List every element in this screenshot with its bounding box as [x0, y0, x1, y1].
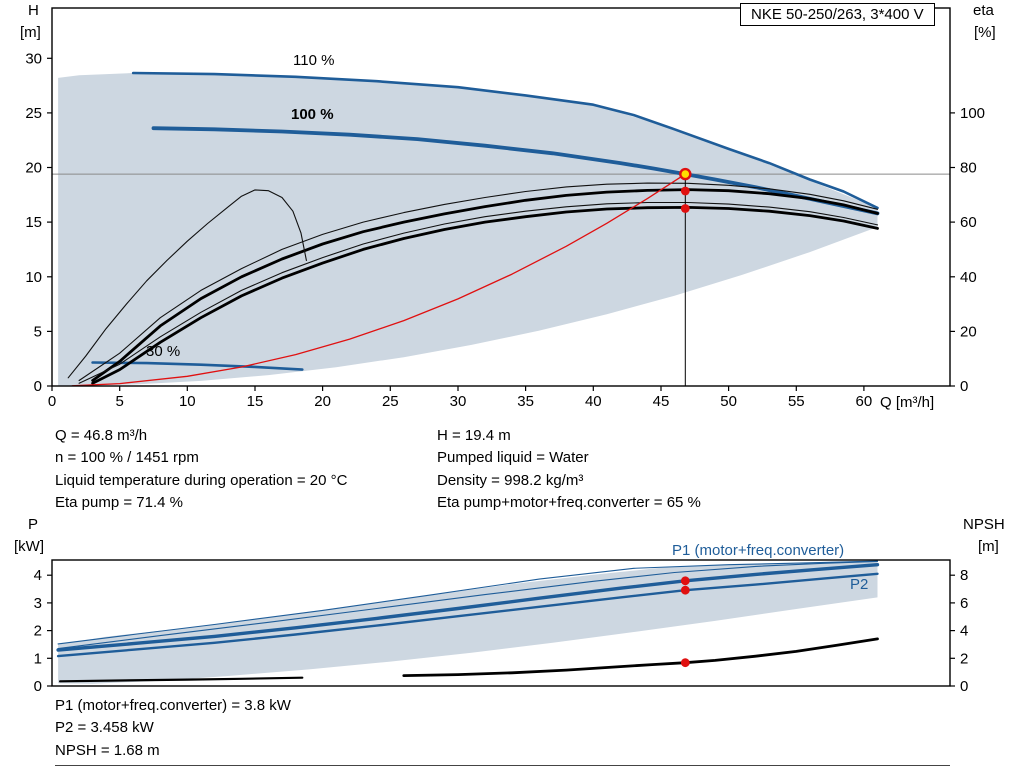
info-p2: P2 = 3.458 kW [55, 719, 154, 737]
y-axis-unit-m: [m] [20, 24, 41, 41]
y-tick-right-label: 4 [960, 623, 968, 640]
y-tick-left-label: 20 [25, 160, 42, 177]
info-head: H = 19.4 m [437, 427, 511, 444]
curve-p1-envelope-upper [57, 560, 879, 645]
y-tick-right-label: 6 [960, 595, 968, 612]
operating-envelope [58, 73, 878, 386]
y-tick-right-label: 100 [960, 105, 985, 122]
info-flow: Q = 46.8 m³/h [55, 427, 148, 444]
curve-eta-reduced-speed-arc [67, 189, 307, 379]
curve-eta-pump [91, 188, 879, 382]
y-tick-left-label: 30 [25, 50, 42, 67]
y-tick-left-label: 1 [34, 650, 42, 667]
curve-p-low-speed [59, 676, 304, 683]
curve-eta-envelope-lower [78, 201, 879, 384]
curve-p2 [56, 572, 879, 658]
operating-value-marker [680, 585, 690, 595]
y-axis-label-h: H [28, 2, 39, 19]
x-tick-label: 20 [314, 393, 331, 410]
power-npsh-chart: 0 1 2 3 4 0 2 4 6 8 [34, 559, 968, 695]
y-tick-right-label: 80 [960, 160, 977, 177]
duty-info-column-1: Q = 46.8 m³/h n = 100 % / 1451 rpm Liqui… [55, 425, 347, 514]
y-tick-left-label: 3 [34, 595, 42, 612]
curve-speed-110-pct [131, 71, 879, 210]
x-tick-label: 0 [48, 393, 56, 410]
y-tick-left-label: 5 [34, 323, 42, 340]
curve-label-110pct: 110 % [293, 52, 335, 69]
info-eta-pump: Eta pump = 71.4 % [55, 493, 183, 511]
operating-envelope [58, 560, 878, 684]
info-speed: n = 100 % / 1451 rpm [55, 449, 199, 467]
info-temperature: Liquid temperature during operation = 20… [55, 471, 348, 489]
info-eta-total: Eta pump+motor+freq.converter = 65 % [437, 493, 701, 511]
x-tick-label: 60 [856, 393, 873, 410]
y-tick-left-label: 0 [34, 378, 42, 395]
operating-value-marker [680, 204, 690, 213]
curve-p1-envelope-mid [57, 560, 879, 650]
y-tick-right-label: 2 [960, 650, 968, 667]
info-density: Density = 998.2 kg/m³ [437, 471, 584, 489]
x-tick-label: 30 [450, 393, 467, 410]
y-axis-unit-kw: [kW] [14, 538, 44, 555]
x-tick-label: 15 [247, 393, 264, 410]
y-tick-left-label: 25 [25, 105, 42, 122]
duty-info-column-2: H = 19.4 m Pumped liquid = Water Density… [437, 425, 701, 514]
y-tick-right-label: 0 [960, 378, 968, 395]
y-tick-left-label: 4 [34, 567, 42, 584]
y-tick-left-label: 0 [34, 678, 42, 695]
x-tick-label: 50 [720, 393, 737, 410]
curve-eta-envelope-upper [78, 182, 879, 382]
info-p1: P1 (motor+freq.converter) = 3.8 kW [55, 697, 291, 714]
curve-label-30pct: 30 % [146, 343, 181, 360]
curve-p1-motor-freq [56, 563, 880, 652]
x-tick-label: 5 [116, 393, 124, 410]
x-tick-label: 10 [179, 393, 196, 410]
y-tick-left-label: 2 [34, 623, 42, 640]
duty-point-marker [679, 167, 692, 181]
y-tick-right-label: 0 [960, 678, 968, 695]
curve-speed-100-pct [151, 126, 880, 216]
y-axis-unit-pct: [%] [974, 24, 996, 41]
y-tick-right-label: 20 [960, 323, 977, 340]
y-axis-label-p: P [28, 516, 39, 533]
curve-label-p2: P2 [850, 576, 869, 593]
curve-label-100pct: 100 % [291, 106, 334, 123]
plot-frame [51, 7, 951, 387]
x-tick-label: 45 [653, 393, 670, 410]
y-axis-unit-m-npsh: [m] [978, 538, 999, 555]
y-tick-right-label: 60 [960, 214, 977, 231]
qh-eta-chart: 0 5 10 15 20 25 30 35 40 45 50 55 60 0 5 10 15 20 25 30 0 20 4… [25, 7, 985, 410]
y-tick-right-label: 40 [960, 269, 977, 286]
info-npsh: NPSH = 1.68 m [55, 741, 160, 759]
curve-npsh [402, 637, 879, 677]
info-liquid: Pumped liquid = Water [437, 449, 589, 467]
x-tick-label: 40 [585, 393, 602, 410]
operating-value-marker [680, 576, 690, 586]
operating-value-marker [680, 658, 690, 668]
x-tick-label: 35 [517, 393, 534, 410]
operating-value-marker [680, 186, 690, 196]
y-tick-left-label: 10 [25, 269, 42, 286]
x-axis-label-q: Q [m³/h] [880, 394, 935, 411]
pump-model-title-box: NKE 50-250/263, 3*400 V [740, 3, 935, 26]
plot-frame [51, 559, 951, 687]
curve-duty-affinity-parabola [71, 173, 686, 387]
x-tick-label: 25 [382, 393, 399, 410]
curve-eta-pump-motor-freq [91, 206, 879, 385]
footer-divider-line [55, 765, 950, 766]
curve-label-p1: P1 (motor+freq.converter) [672, 542, 845, 559]
y-tick-right-label: 8 [960, 567, 968, 584]
power-info-block: P1 (motor+freq.converter) = 3.8 kW P2 = … [55, 695, 291, 762]
y-axis-label-eta: eta [973, 2, 994, 19]
x-tick-label: 55 [788, 393, 805, 410]
y-axis-label-npsh: NPSH [963, 516, 1005, 533]
y-tick-left-label: 15 [25, 214, 42, 231]
